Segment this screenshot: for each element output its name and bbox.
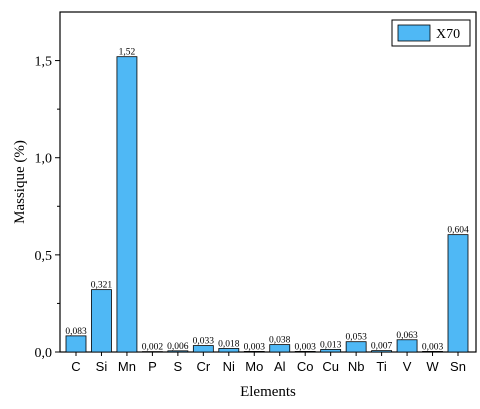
legend-label: X70 bbox=[436, 27, 460, 42]
bar-V bbox=[396, 339, 418, 353]
bar-Mn bbox=[116, 56, 138, 353]
value-label-Cu: 0,013 bbox=[320, 340, 342, 350]
value-label-Cr: 0,033 bbox=[193, 337, 215, 347]
y-tick-label-2: 1,0 bbox=[35, 152, 53, 167]
bars-group bbox=[65, 56, 469, 353]
bar-Sn bbox=[447, 234, 469, 353]
x-tick-label-C: C bbox=[71, 359, 80, 374]
bar-Si bbox=[91, 289, 112, 353]
x-ticks-group: C Si Mn P S Cr Ni Mo Al Co Cu Nb Ti V W Sn bbox=[71, 352, 466, 374]
y-tick-label-1: 0,5 bbox=[35, 249, 53, 264]
value-label-P: 0,002 bbox=[142, 343, 164, 353]
x-axis-label: Elements bbox=[240, 384, 296, 400]
value-label-Mn: 1,52 bbox=[119, 48, 136, 58]
value-label-Ni: 0,018 bbox=[218, 340, 240, 350]
value-label-S: 0,006 bbox=[167, 342, 189, 352]
x-tick-label-S: S bbox=[174, 359, 183, 374]
value-label-Al: 0,038 bbox=[269, 336, 291, 346]
plot-frame bbox=[59, 11, 477, 353]
x-tick-label-Co: Co bbox=[297, 359, 314, 374]
x-tick-label-Cu: Cu bbox=[322, 359, 339, 374]
legend-swatch bbox=[397, 24, 431, 42]
x-tick-label-Mo: Mo bbox=[245, 359, 263, 374]
value-label-Si: 0,321 bbox=[91, 281, 113, 291]
x-tick-label-W: W bbox=[426, 359, 439, 374]
value-label-W: 0,003 bbox=[422, 342, 444, 352]
value-label-Sn: 0,604 bbox=[447, 226, 469, 236]
x-tick-label-Al: Al bbox=[274, 359, 286, 374]
value-label-Ti: 0,007 bbox=[371, 342, 393, 352]
x-tick-label-Mn: Mn bbox=[118, 359, 136, 374]
y-tick-label-3: 1,5 bbox=[35, 55, 53, 70]
value-label-Nb: 0,053 bbox=[345, 333, 367, 343]
x-tick-label-Nb: Nb bbox=[348, 359, 365, 374]
x-tick-label-Cr: Cr bbox=[196, 359, 210, 374]
y-axis-label: Massique (%) bbox=[12, 140, 28, 224]
x-tick-label-P: P bbox=[148, 359, 157, 374]
bar-Nb bbox=[345, 341, 367, 353]
value-label-C: 0,083 bbox=[65, 327, 87, 337]
x-tick-label-V: V bbox=[403, 359, 412, 374]
bar-Al bbox=[269, 344, 291, 353]
bar-C bbox=[65, 335, 87, 353]
legend: X70 bbox=[391, 19, 471, 47]
x-tick-label-Si: Si bbox=[96, 359, 108, 374]
value-label-Mo: 0,003 bbox=[244, 342, 266, 352]
x-tick-label-Sn: Sn bbox=[450, 359, 466, 374]
x-tick-label-Ni: Ni bbox=[223, 359, 235, 374]
y-ticks-group: 0,0 0,5 1,0 1,5 bbox=[35, 55, 60, 361]
y-tick-label-0: 0,0 bbox=[35, 346, 53, 361]
value-label-Co: 0,003 bbox=[295, 342, 317, 352]
x-tick-label-Ti: Ti bbox=[376, 359, 386, 374]
value-label-V: 0,063 bbox=[396, 331, 418, 341]
